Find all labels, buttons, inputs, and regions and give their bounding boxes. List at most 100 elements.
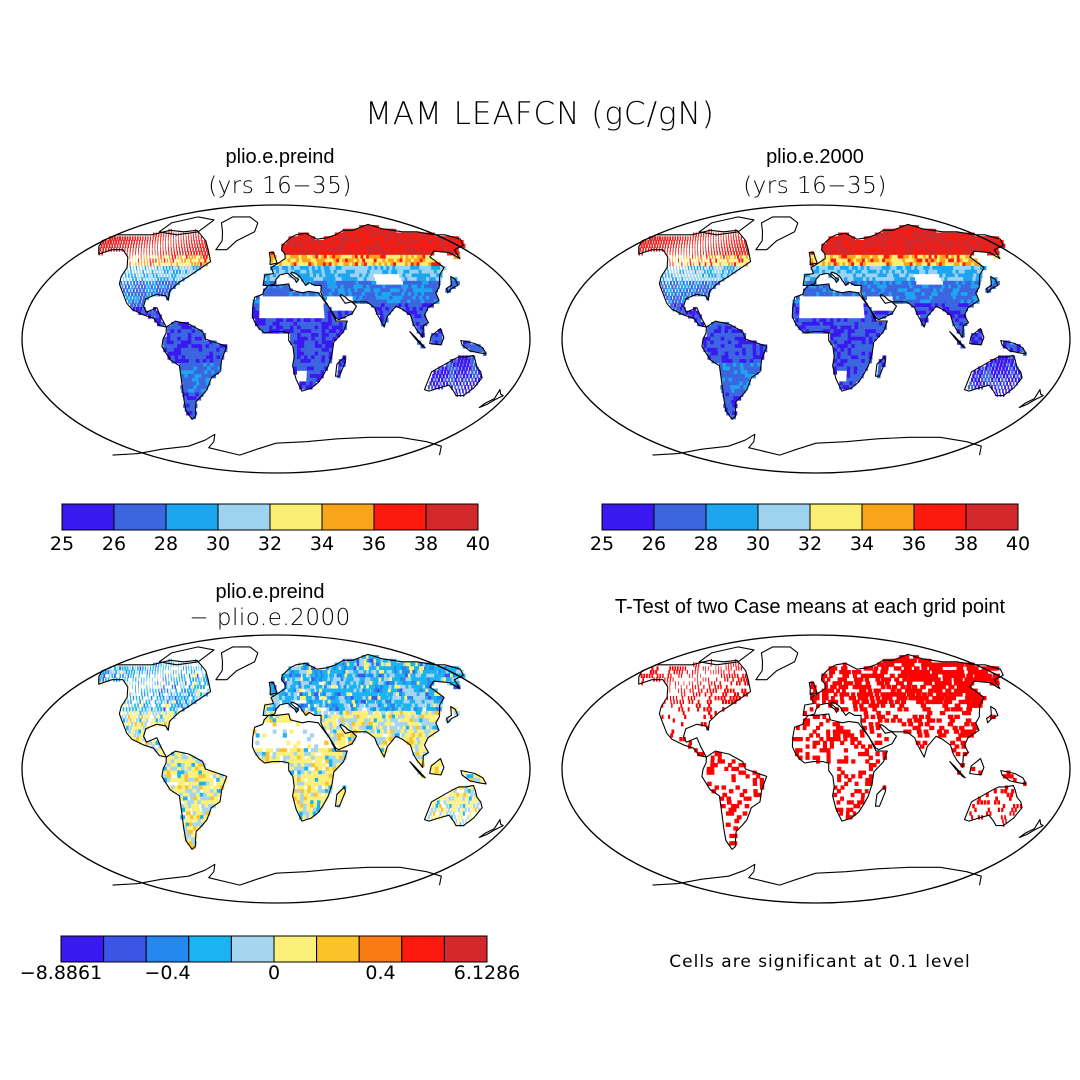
- panel-a-title: plio.e.preind: [225, 146, 335, 168]
- colorbar-panel-b: [601, 503, 1019, 531]
- colorbar-b-tick-5: 34: [849, 533, 875, 555]
- colorbar-a-tick-1: 26: [101, 533, 127, 555]
- coastline-borneo: [429, 758, 445, 776]
- coastline-britain: [268, 252, 278, 266]
- colorbar-a-tick-6: 36: [361, 533, 387, 555]
- coastline-sumatra: [949, 331, 966, 349]
- colorbar-a-tick-5: 34: [309, 533, 335, 555]
- colorbar-panel-c: [60, 935, 488, 963]
- coastline-borneo: [969, 328, 985, 346]
- colorbar-a-swatch-2: [165, 503, 219, 531]
- coastline-newZealand: [478, 819, 504, 839]
- coastline-newGuinea: [1000, 339, 1027, 355]
- coastline-britain: [808, 252, 818, 266]
- coastline-madagascar: [874, 356, 887, 377]
- colorbar-b-swatch-1: [653, 503, 707, 531]
- coastline-sumatra: [409, 331, 426, 349]
- coastline-eurasia: [262, 653, 464, 769]
- coastline-africa: [251, 283, 348, 392]
- coastline-eurasia: [262, 223, 464, 339]
- coastline-antarctica: [112, 433, 442, 456]
- panel-a-subtitle: (yrs 16−35): [208, 173, 352, 199]
- map-border: [561, 634, 1071, 904]
- coastline-australia: [963, 354, 1023, 397]
- colorbar-b-tick-7: 38: [953, 533, 979, 555]
- colorbar-c-swatch-1: [103, 935, 147, 963]
- coastline-southAmerica: [161, 320, 228, 420]
- coastline-japan: [986, 705, 999, 724]
- coastline-britain: [268, 682, 278, 696]
- map-panel-c: [21, 634, 531, 904]
- coastline-greenland: [755, 646, 799, 681]
- colorbar-c-labels: −8.8861 −0.4 0 0.4 6.1286: [20, 962, 520, 986]
- colorbar-b-swatch-7: [965, 503, 1019, 531]
- coastline-antarctica: [652, 433, 982, 456]
- coastline-greenland: [755, 216, 799, 251]
- colorbar-c-swatch-9: [443, 935, 488, 963]
- coastlines: [98, 646, 504, 886]
- coastline-newGuinea: [460, 769, 487, 785]
- colorbar-a-tick-7: 38: [413, 533, 439, 555]
- coastline-arcticIslands: [698, 646, 755, 666]
- colorbar-b-tick-6: 36: [901, 533, 927, 555]
- coastline-arcticIslands: [158, 216, 215, 236]
- colorbar-a-labels: 25 26 28 30 32 34 36 38 40: [50, 533, 490, 557]
- colorbar-b-tick-1: 26: [641, 533, 667, 555]
- colorbar-panel-a: [61, 503, 479, 531]
- colorbar-a-swatch-7: [425, 503, 479, 531]
- colorbar-c-tick-4: 6.1286: [453, 962, 521, 984]
- map-border: [561, 204, 1071, 474]
- coastline-africa: [791, 713, 888, 822]
- colorbar-c-swatch-4: [230, 935, 275, 963]
- colorbar-c-swatch-2: [145, 935, 190, 963]
- map-border: [21, 204, 531, 474]
- colorbar-b-swatch-3: [757, 503, 811, 531]
- coastline-japan: [446, 705, 459, 724]
- coastline-newZealand: [478, 389, 504, 409]
- coastline-borneo: [429, 328, 445, 346]
- panel-c-subtitle: − plio.e.2000: [189, 605, 351, 631]
- colorbar-a-tick-2: 28: [153, 533, 179, 555]
- map-panel-a: [21, 204, 531, 474]
- coastline-australia: [423, 784, 483, 827]
- colorbar-c-swatch-5: [273, 935, 318, 963]
- significance-note: Cells are significant at 0.1 level: [669, 952, 971, 972]
- colorbar-a-tick-8: 40: [465, 533, 491, 555]
- colorbar-b-tick-4: 32: [797, 533, 823, 555]
- colorbar-b-swatch-0: [601, 503, 655, 531]
- panel-c-title: plio.e.preind: [215, 581, 325, 603]
- coastline-newZealand: [1018, 389, 1044, 409]
- map-grid-cells: [98, 225, 487, 420]
- panel-b-title: plio.e.2000: [766, 146, 864, 168]
- colorbar-c-tick-0: −8.8861: [19, 962, 103, 984]
- colorbar-a-swatch-4: [269, 503, 323, 531]
- colorbar-c-tick-2: 0: [267, 962, 281, 984]
- coastline-arcticIslands: [158, 646, 215, 666]
- coastline-africa: [251, 713, 348, 822]
- colorbar-c-swatch-6: [316, 935, 360, 963]
- panel-d-title: T-Test of two Case means at each grid po…: [614, 596, 1006, 618]
- colorbar-b-swatch-2: [705, 503, 759, 531]
- coastlines: [638, 646, 1044, 886]
- coastline-australia: [963, 784, 1023, 827]
- coastline-borneo: [969, 758, 985, 776]
- coastline-britain: [808, 682, 818, 696]
- colorbar-b-tick-0: 25: [589, 533, 615, 555]
- panel-b-subtitle: (yrs 16−35): [743, 173, 887, 199]
- coastline-sumatra: [949, 761, 966, 779]
- coastline-australia: [423, 354, 483, 397]
- map-panel-d: [561, 634, 1071, 904]
- colorbar-a-swatch-3: [217, 503, 271, 531]
- coastline-newGuinea: [460, 339, 487, 355]
- coastline-madagascar: [334, 356, 347, 377]
- coastlines: [638, 216, 1044, 456]
- coastline-antarctica: [652, 863, 982, 886]
- colorbar-a-tick-3: 30: [205, 533, 231, 555]
- colorbar-a-tick-0: 25: [49, 533, 75, 555]
- colorbar-b-swatch-5: [861, 503, 915, 531]
- coastline-japan: [986, 275, 999, 294]
- colorbar-c-tick-3: 0.4: [365, 962, 396, 984]
- colorbar-a-tick-4: 32: [257, 533, 283, 555]
- coastlines: [98, 216, 504, 456]
- colorbar-c-tick-1: −0.4: [144, 962, 191, 984]
